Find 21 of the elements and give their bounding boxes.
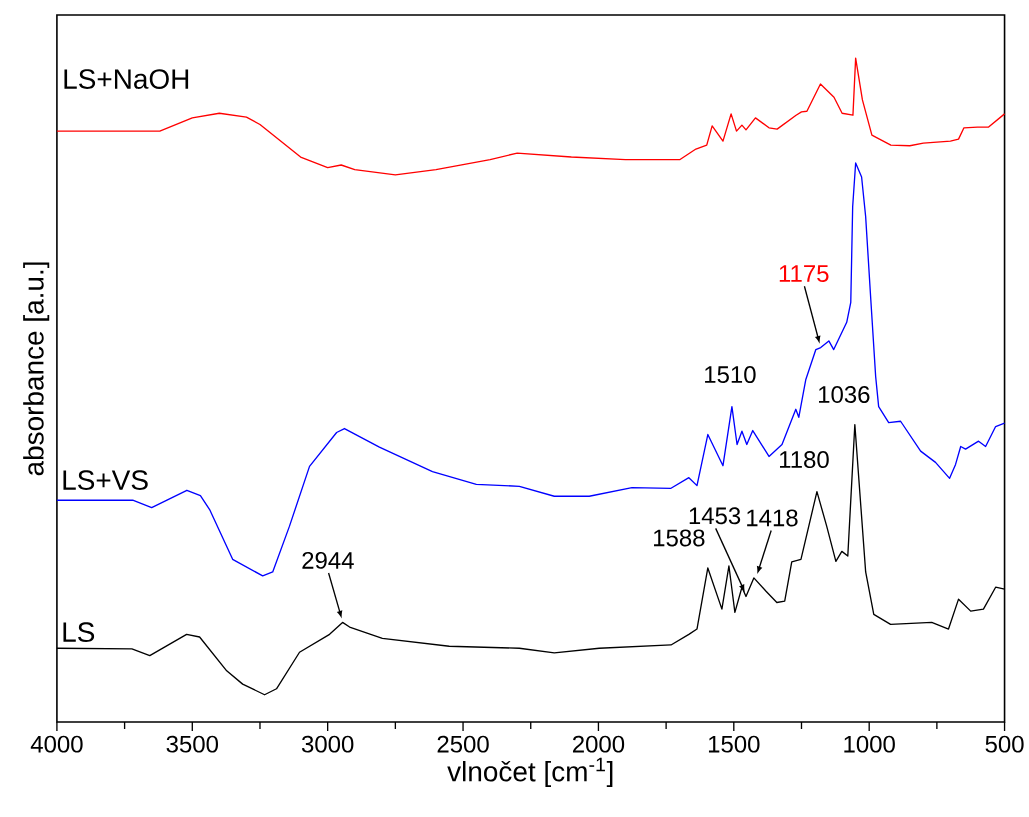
x-tick-label: 3000 [301, 735, 354, 753]
annotation: 1175 [779, 265, 829, 283]
x-tick-label: 3500 [166, 735, 219, 753]
x-tick-label: 1000 [844, 735, 895, 753]
x-axis-title: vlnočet [cm$^{-1}$] [447, 757, 613, 788]
series-label: LS+NaOH [64, 69, 189, 90]
annotation: 1418 [747, 509, 798, 527]
annotation: 1453 [689, 507, 741, 525]
series-label: LS [63, 622, 95, 643]
annotation: 1180 [780, 451, 829, 469]
x-tick-label: 4000 [30, 735, 83, 753]
annotation: 1588 [654, 529, 705, 547]
x-tick-label: 2500 [437, 735, 489, 753]
y-axis-title: absorbance [a.u.] [23, 262, 50, 476]
x-tick-label: 1500 [708, 735, 760, 753]
x-tick-label: 500 [985, 735, 1024, 753]
annotation: 2944 [302, 551, 354, 569]
annotation: 1510 [705, 366, 756, 384]
series-label: LS+VS [63, 470, 148, 491]
annotation: 1036 [819, 386, 870, 404]
x-tick-label: 2000 [572, 735, 625, 753]
